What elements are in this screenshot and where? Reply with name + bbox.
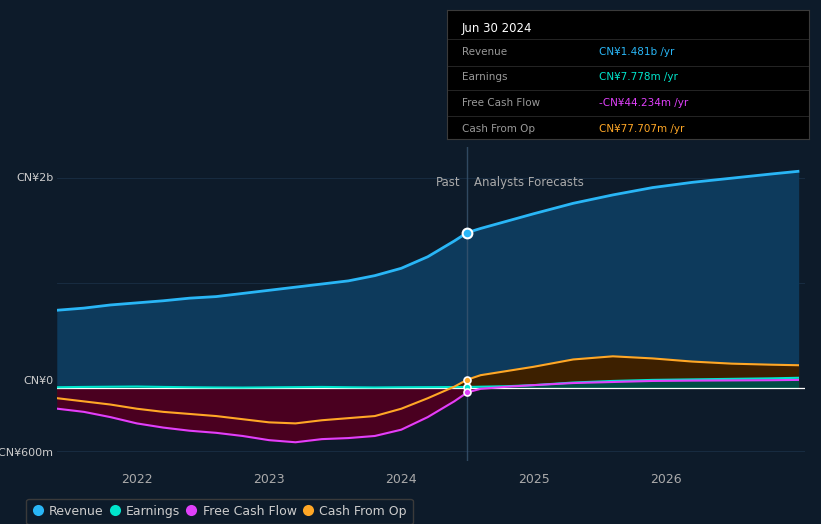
Text: -CN¥44.234m /yr: -CN¥44.234m /yr (599, 98, 689, 108)
Text: Analysts Forecasts: Analysts Forecasts (474, 176, 584, 189)
Text: CN¥0: CN¥0 (23, 376, 53, 386)
Text: Past: Past (436, 176, 461, 189)
Text: -CN¥600m: -CN¥600m (0, 447, 53, 458)
Text: CN¥7.778m /yr: CN¥7.778m /yr (599, 72, 678, 82)
Text: Revenue: Revenue (462, 47, 507, 57)
Text: CN¥2b: CN¥2b (16, 173, 53, 183)
Text: Cash From Op: Cash From Op (462, 124, 535, 134)
Text: CN¥77.707m /yr: CN¥77.707m /yr (599, 124, 685, 134)
Text: Earnings: Earnings (462, 72, 507, 82)
Text: Jun 30 2024: Jun 30 2024 (462, 22, 532, 35)
Legend: Revenue, Earnings, Free Cash Flow, Cash From Op: Revenue, Earnings, Free Cash Flow, Cash … (26, 498, 413, 524)
Text: CN¥1.481b /yr: CN¥1.481b /yr (599, 47, 675, 57)
Text: Free Cash Flow: Free Cash Flow (462, 98, 540, 108)
